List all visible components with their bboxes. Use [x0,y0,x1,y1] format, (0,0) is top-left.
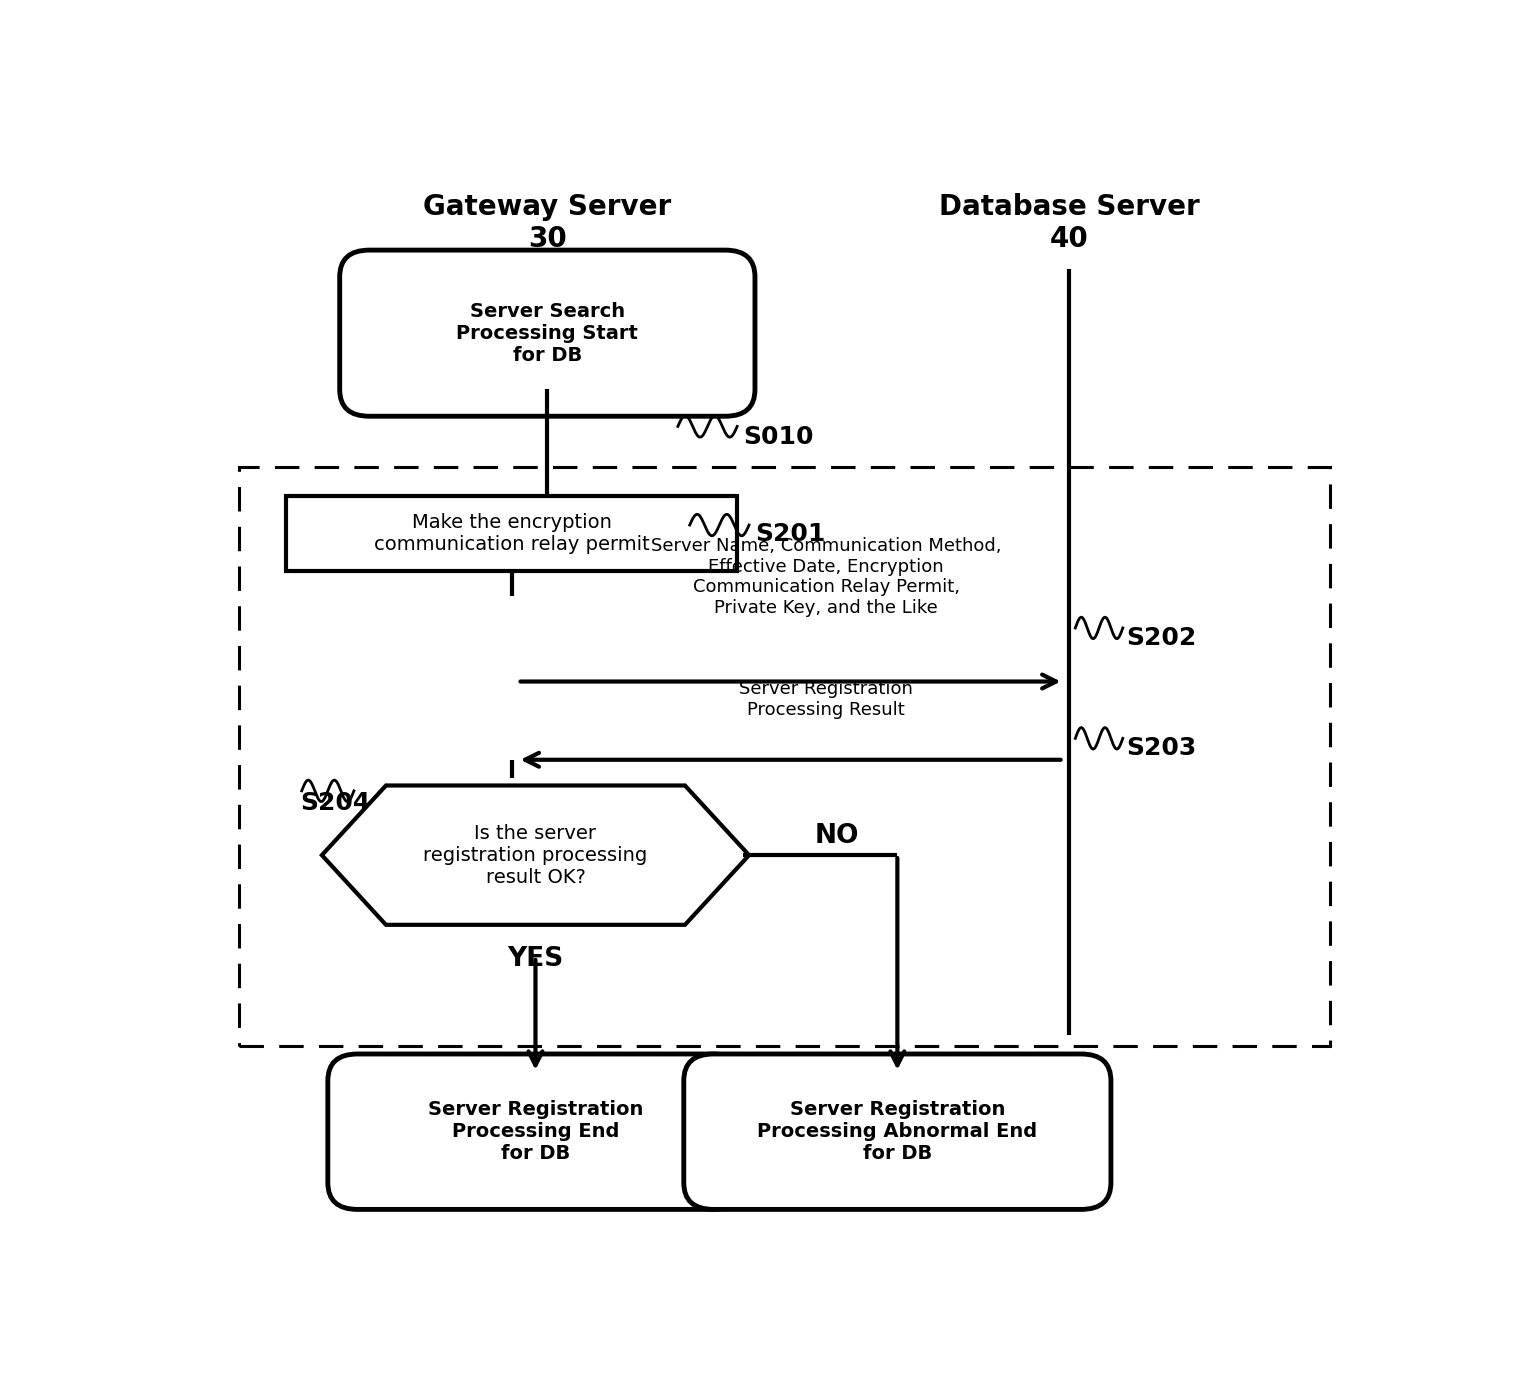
Text: Server Registration
Processing Result: Server Registration Processing Result [739,681,912,720]
Text: S203: S203 [1127,736,1197,760]
Text: Server Name, Communication Method,
Effective Date, Encryption
Communication Rela: Server Name, Communication Method, Effec… [651,537,1001,617]
Text: S201: S201 [755,522,825,546]
FancyBboxPatch shape [328,1054,743,1210]
Text: S204: S204 [300,791,371,814]
Text: Server Search
Processing Start
for DB: Server Search Processing Start for DB [456,302,638,365]
Text: S202: S202 [1127,625,1197,650]
Text: YES: YES [507,947,563,972]
Bar [286,496,738,571]
Text: Make the encryption
communication relay permit: Make the encryption communication relay … [374,514,649,554]
Text: S010: S010 [743,425,813,450]
Polygon shape [322,785,749,924]
Text: Is the server
registration processing
result OK?: Is the server registration processing re… [424,824,648,887]
Text: Server Registration
Processing End
for DB: Server Registration Processing End for D… [427,1100,643,1164]
FancyBboxPatch shape [340,251,755,416]
FancyBboxPatch shape [684,1054,1112,1210]
Text: NO: NO [814,823,859,849]
Bar [239,468,1330,1045]
Text: Server Registration
Processing Abnormal End
for DB: Server Registration Processing Abnormal … [758,1100,1038,1164]
Text: Gateway Server
30: Gateway Server 30 [423,192,672,253]
Text: Database Server
40: Database Server 40 [939,192,1200,253]
